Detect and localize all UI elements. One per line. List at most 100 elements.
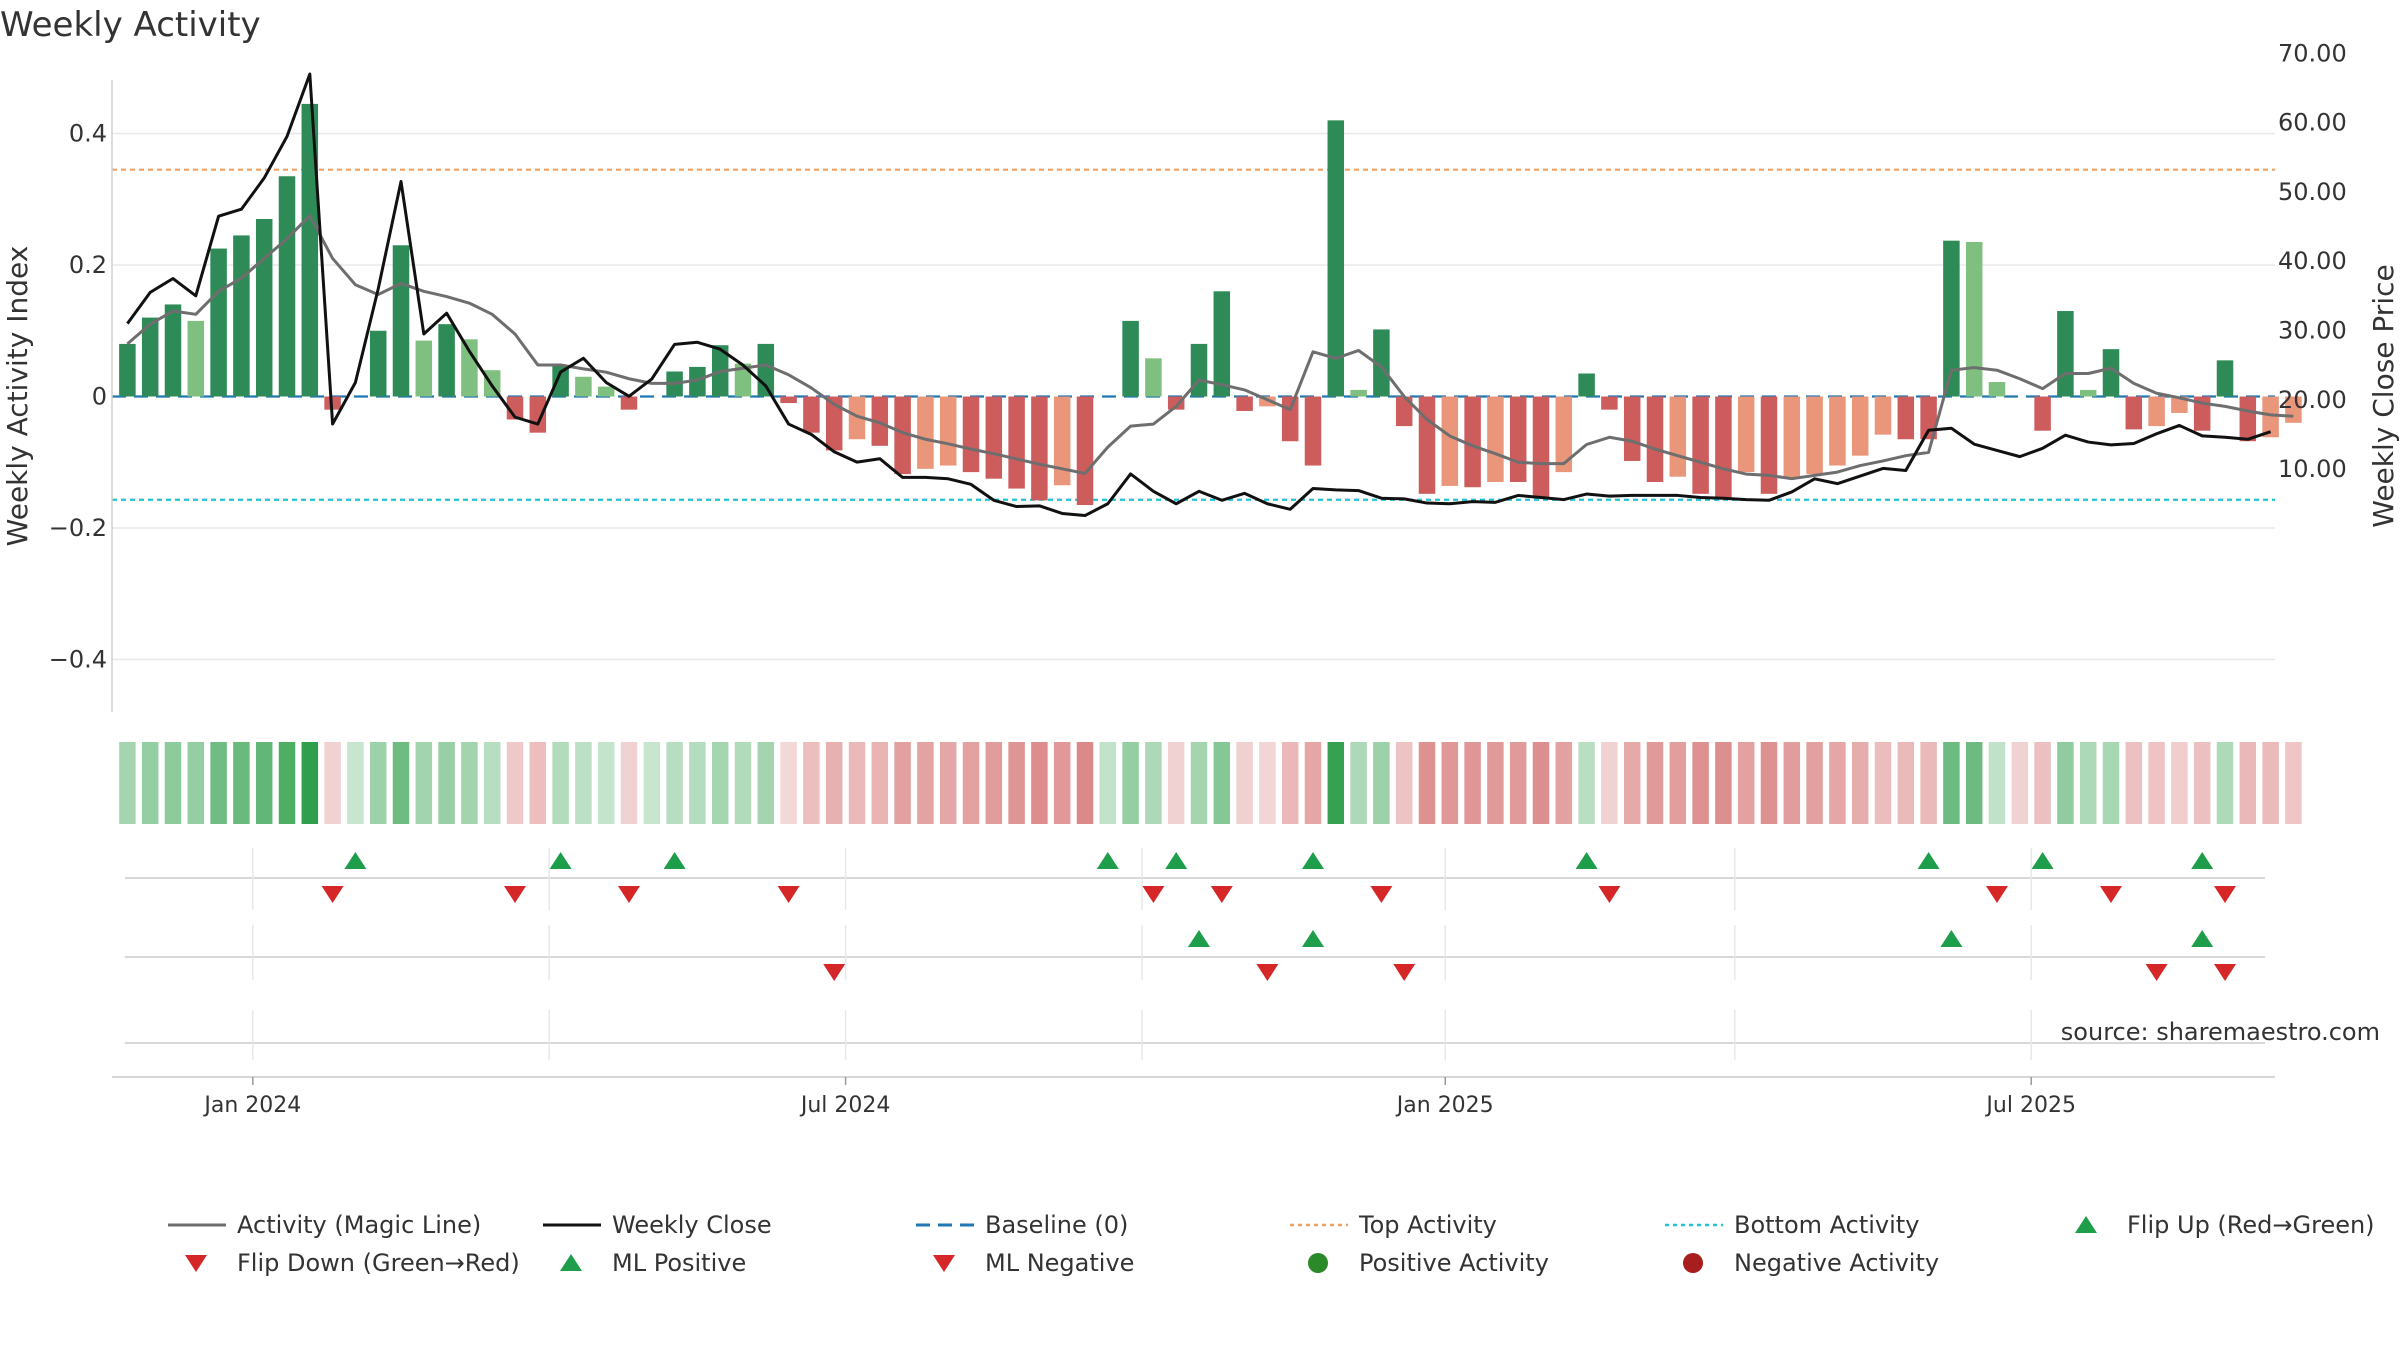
activity-bar [552, 364, 569, 397]
legend-swatch [185, 1255, 207, 1272]
legend-swatch [1683, 1253, 1703, 1273]
flip-down-marker [1370, 886, 1393, 903]
activity-bar [2057, 311, 2074, 397]
activity-bar [438, 324, 455, 397]
heat-strip-cell [1555, 742, 1573, 824]
legend-label: Bottom Activity [1734, 1211, 1919, 1239]
heat-strip-cell [2057, 742, 2074, 824]
flip-up-marker [1096, 852, 1119, 869]
heat-strip-cell [1350, 742, 1367, 824]
left-tick-label: 0 [92, 383, 107, 411]
activity-bar [825, 396, 843, 451]
activity-bar [1715, 396, 1732, 499]
heat-strip-cell [461, 742, 478, 824]
flip-down-marker [321, 886, 344, 903]
chart-title: Weekly Activity [0, 5, 261, 45]
activity-bar [1145, 358, 1162, 397]
legend-label: Negative Activity [1734, 1249, 1939, 1277]
heat-strip-cell [392, 742, 410, 824]
heat-strip-cell [1122, 742, 1139, 824]
activity-bar [1487, 396, 1504, 482]
heat-strip-cell [1988, 742, 2006, 824]
activity-bar [1829, 396, 1846, 466]
flip-up-marker [1575, 852, 1598, 869]
heat-strip-cell [1259, 742, 1276, 824]
activity-bar [119, 343, 136, 397]
legend-label: Baseline (0) [985, 1211, 1128, 1239]
heat-strip-cell [210, 742, 227, 824]
heat-strip-cell [1099, 742, 1117, 824]
heat-strip-cell [871, 742, 889, 824]
ml-positive-marker [1302, 930, 1324, 947]
activity-bar [1943, 240, 1960, 397]
heat-strip-cell [233, 742, 250, 824]
heat-strip-cell [1806, 742, 1823, 824]
flip-up-marker [344, 852, 367, 869]
flip-down-marker [504, 886, 526, 903]
heat-strip-cell [1760, 742, 1778, 824]
x-tick-label: Jan 2024 [202, 1093, 301, 1118]
heat-strip-cell [1897, 742, 1915, 824]
activity-bar [1806, 396, 1823, 475]
heat-strip-cell [939, 742, 957, 824]
flip-down-marker [2100, 886, 2122, 903]
legend-swatch [933, 1255, 955, 1272]
heat-strip-cell [187, 742, 205, 824]
heat-strip-cell [2148, 742, 2165, 824]
activity-bar [415, 340, 433, 397]
activity-bar [985, 396, 1003, 479]
right-tick-label: 10.00 [2278, 455, 2347, 483]
ml-negative-marker [1256, 964, 1279, 981]
activity-bar [962, 396, 980, 473]
heat-strip-cell [1965, 742, 1983, 824]
right-tick-label: 50.00 [2278, 178, 2347, 206]
right-tick-label: 70.00 [2278, 39, 2347, 67]
heat-strip-cell [2034, 742, 2051, 824]
x-axis-ticks: Jan 2024 Jul 2024 Jan 2025 Jul 2025 [112, 1076, 2275, 1118]
legend-swatch [560, 1254, 582, 1271]
activity-bar [1988, 382, 2006, 397]
heat-strip-cell [1874, 742, 1892, 824]
flip-down-marker [618, 886, 640, 903]
activity-bar [1122, 320, 1139, 397]
activity-bar [1623, 396, 1641, 461]
right-tick-label: 60.00 [2278, 109, 2347, 137]
heat-strip-cell [1008, 742, 1025, 824]
heat-strip-cell [1623, 742, 1641, 824]
activity-bar [1008, 396, 1025, 489]
legend-label: Weekly Close [612, 1211, 772, 1239]
heat-strip-cell [1464, 742, 1481, 824]
activity-bar [1304, 396, 1322, 466]
heat-strip-cell [369, 742, 387, 824]
heat-strip-cell [164, 742, 182, 824]
activity-bar [1532, 396, 1550, 499]
activity-bar [2034, 396, 2051, 431]
flip-up-marker [1165, 852, 1188, 869]
heat-strip-cell [552, 742, 569, 824]
activity-bar [1874, 396, 1892, 435]
activity-bar [2079, 389, 2097, 397]
heat-strip-cell [255, 742, 273, 824]
activity-bar [278, 176, 296, 397]
heat-strip-cell [1943, 742, 1960, 824]
heat-strip-cell [666, 742, 683, 824]
heat-strip-cell [803, 742, 820, 824]
activity-bar [734, 363, 752, 397]
activity-bar [1327, 120, 1345, 397]
activity-bar [392, 245, 410, 397]
activity-bar [1555, 396, 1573, 473]
heat-strip-cell [597, 742, 615, 824]
flip-down-marker [2214, 886, 2236, 903]
heat-strip-cell [483, 742, 501, 824]
left-tick-label: 0.2 [69, 251, 107, 279]
activity-bar [1965, 241, 1983, 397]
ml-negative-marker [1393, 964, 1416, 981]
heat-strip-cell [2125, 742, 2143, 824]
activity-bar [848, 396, 866, 440]
heat-strip-cell [347, 742, 364, 824]
ml-negative-marker [823, 964, 846, 981]
heat-strip-cell [1487, 742, 1504, 824]
flip-up-marker [2191, 852, 2214, 869]
activity-bar [1464, 396, 1481, 488]
